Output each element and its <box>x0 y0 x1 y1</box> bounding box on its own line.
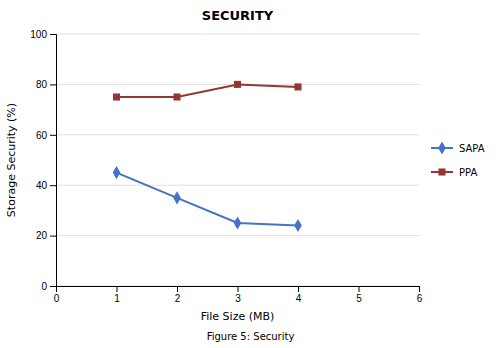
point <box>294 219 302 232</box>
tick: 80 <box>36 79 56 90</box>
grid-line <box>56 134 419 135</box>
tick: 0 <box>41 281 56 292</box>
tick-mark <box>50 185 56 186</box>
tick-label: 6 <box>417 293 423 304</box>
y-axis: 0 20 40 60 80 100 <box>30 29 56 292</box>
grid <box>56 34 419 286</box>
point <box>234 216 242 229</box>
legend-label: SAPA <box>459 143 485 154</box>
tick-label: 60 <box>36 130 48 141</box>
legend-item: PPA <box>431 167 477 178</box>
tick-label: 80 <box>36 79 48 90</box>
tick: 100 <box>30 29 56 40</box>
grid-line <box>56 185 419 186</box>
axis-line <box>57 287 420 293</box>
tick: 60 <box>36 130 56 141</box>
tick-mark <box>177 286 178 292</box>
y-axis-title: Storage Security (%) <box>5 103 18 217</box>
tick: 1 <box>114 286 120 304</box>
legend: SAPA PPA <box>431 141 485 177</box>
x-axis: 0 1 2 3 4 5 6 <box>54 286 423 304</box>
tick-mark <box>50 84 56 85</box>
tick-mark <box>50 236 56 237</box>
grid-line <box>56 34 419 35</box>
point <box>173 93 180 100</box>
point <box>113 166 121 179</box>
axis-line <box>50 35 57 287</box>
tick-mark <box>50 286 56 287</box>
point <box>294 83 301 90</box>
tick-label: 3 <box>235 293 241 304</box>
series-line <box>117 173 299 226</box>
caption: Figure 5: Security <box>207 331 295 342</box>
tick-label: 40 <box>36 180 48 191</box>
tick-label: 100 <box>30 29 47 40</box>
tick-label: 1 <box>114 293 120 304</box>
tick: 20 <box>36 230 56 241</box>
point <box>113 93 120 100</box>
tick-label: 20 <box>36 230 48 241</box>
point <box>173 191 181 204</box>
legend-label: PPA <box>459 167 477 178</box>
tick-label: 0 <box>41 281 47 292</box>
tick: 6 <box>417 286 423 304</box>
title: SECURITY <box>202 8 274 23</box>
tick-label: 4 <box>296 293 302 304</box>
grid-line <box>56 235 419 236</box>
tick: 5 <box>356 286 362 304</box>
tick-label: 2 <box>175 293 181 304</box>
tick: 2 <box>175 286 181 304</box>
tick-label: 0 <box>54 293 60 304</box>
tick: 3 <box>235 286 241 304</box>
marks <box>113 81 302 232</box>
legend-item: SAPA <box>431 141 485 154</box>
legend-marker <box>438 141 446 154</box>
tick-mark <box>50 135 56 136</box>
point <box>234 81 241 88</box>
tick-mark <box>298 286 299 292</box>
tick: 0 <box>54 286 60 304</box>
tick-mark <box>419 286 420 292</box>
tick-mark <box>238 286 239 292</box>
tick-mark <box>50 34 56 35</box>
legend-marker <box>438 168 445 175</box>
tick-label: 5 <box>356 293 362 304</box>
tick-mark <box>117 286 118 292</box>
x-axis-title: File Size (MB) <box>201 310 275 323</box>
tick: 40 <box>36 180 56 191</box>
plot: 0123456020406080100 <box>30 29 422 304</box>
chart: 0123456020406080100SECURITYFile Size (MB… <box>0 0 501 348</box>
series-line <box>117 84 299 97</box>
tick-mark <box>359 286 360 292</box>
tick: 4 <box>296 286 302 304</box>
